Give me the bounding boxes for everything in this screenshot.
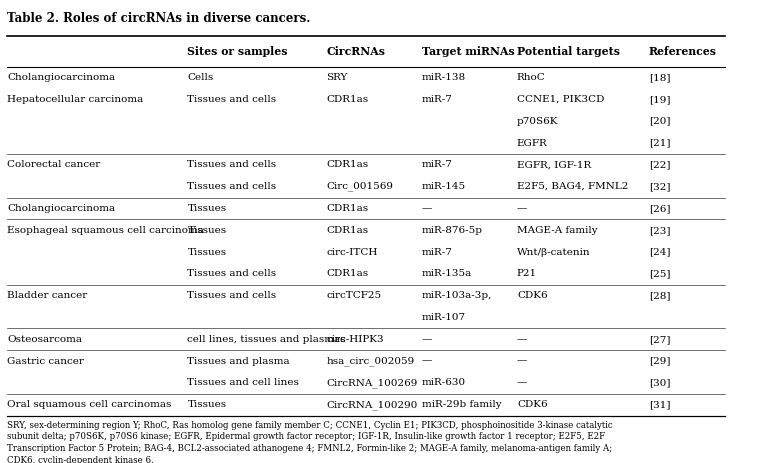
Text: [23]: [23] <box>649 226 670 235</box>
Text: Cholangiocarcinoma: Cholangiocarcinoma <box>8 204 116 213</box>
Text: Tissues and cells: Tissues and cells <box>188 182 276 191</box>
Text: CDR1as: CDR1as <box>326 226 369 235</box>
Text: EGFR: EGFR <box>517 138 547 148</box>
Text: CCNE1, PIK3CD: CCNE1, PIK3CD <box>517 95 604 104</box>
Text: [20]: [20] <box>649 117 670 125</box>
Text: miR-7: miR-7 <box>422 95 453 104</box>
Text: Tissues: Tissues <box>188 400 226 409</box>
Text: SRY: SRY <box>326 73 348 82</box>
Text: Oral squamous cell carcinomas: Oral squamous cell carcinomas <box>8 400 172 409</box>
Text: miR-7: miR-7 <box>422 160 453 169</box>
Text: CDK6: CDK6 <box>517 291 547 300</box>
Text: circ-HIPK3: circ-HIPK3 <box>326 335 385 344</box>
Text: circ-ITCH: circ-ITCH <box>326 248 378 257</box>
Text: CDR1as: CDR1as <box>326 269 369 278</box>
Text: [25]: [25] <box>649 269 670 278</box>
Text: miR-103a-3p,: miR-103a-3p, <box>422 291 492 300</box>
Text: miR-29b family: miR-29b family <box>422 400 501 409</box>
Text: Esophageal squamous cell carcinoma: Esophageal squamous cell carcinoma <box>8 226 204 235</box>
Text: Tissues: Tissues <box>188 226 226 235</box>
Text: EGFR, IGF-1R: EGFR, IGF-1R <box>517 160 591 169</box>
Text: hsa_circ_002059: hsa_circ_002059 <box>326 357 415 366</box>
Text: [22]: [22] <box>649 160 670 169</box>
Text: miR-7: miR-7 <box>422 248 453 257</box>
Text: Tissues: Tissues <box>188 248 226 257</box>
Text: Bladder cancer: Bladder cancer <box>8 291 88 300</box>
Text: [19]: [19] <box>649 95 670 104</box>
Text: miR-145: miR-145 <box>422 182 466 191</box>
Text: Tissues and cell lines: Tissues and cell lines <box>188 378 299 388</box>
Text: Tissues and plasma: Tissues and plasma <box>188 357 290 366</box>
Text: MAGE-A family: MAGE-A family <box>517 226 597 235</box>
Text: References: References <box>649 46 717 57</box>
Text: Cholangiocarcinoma: Cholangiocarcinoma <box>8 73 116 82</box>
Text: Hepatocellular carcinoma: Hepatocellular carcinoma <box>8 95 144 104</box>
Text: [21]: [21] <box>649 138 670 148</box>
Text: Tissues: Tissues <box>188 204 226 213</box>
Text: circTCF25: circTCF25 <box>326 291 382 300</box>
Text: —: — <box>422 357 432 366</box>
Text: —: — <box>517 204 528 213</box>
Text: p70S6K: p70S6K <box>517 117 559 125</box>
Text: CircRNA_100290: CircRNA_100290 <box>326 400 418 410</box>
Text: [28]: [28] <box>649 291 670 300</box>
Text: [32]: [32] <box>649 182 670 191</box>
Text: —: — <box>517 378 528 388</box>
Text: [29]: [29] <box>649 357 670 366</box>
Text: [24]: [24] <box>649 248 670 257</box>
Text: [27]: [27] <box>649 335 670 344</box>
Text: Tissues and cells: Tissues and cells <box>188 160 276 169</box>
Text: miR-876-5p: miR-876-5p <box>422 226 483 235</box>
Text: —: — <box>422 335 432 344</box>
Text: —: — <box>517 335 528 344</box>
Text: —: — <box>422 204 432 213</box>
Text: Osteosarcoma: Osteosarcoma <box>8 335 83 344</box>
Text: CircRNA_100269: CircRNA_100269 <box>326 378 418 388</box>
Text: Tissues and cells: Tissues and cells <box>188 95 276 104</box>
Text: cell lines, tissues and plasmas: cell lines, tissues and plasmas <box>188 335 346 344</box>
Text: CDR1as: CDR1as <box>326 95 369 104</box>
Text: [26]: [26] <box>649 204 670 213</box>
Text: SRY, sex-determining region Y; RhoC, Ras homolog gene family member C; CCNE1, Cy: SRY, sex-determining region Y; RhoC, Ras… <box>8 420 613 463</box>
Text: CDR1as: CDR1as <box>326 160 369 169</box>
Text: Table 2. Roles of circRNAs in diverse cancers.: Table 2. Roles of circRNAs in diverse ca… <box>8 12 310 25</box>
Text: P21: P21 <box>517 269 537 278</box>
Text: miR-630: miR-630 <box>422 378 466 388</box>
Text: Tissues and cells: Tissues and cells <box>188 269 276 278</box>
Text: Wnt/β-catenin: Wnt/β-catenin <box>517 248 590 257</box>
Text: CDK6: CDK6 <box>517 400 547 409</box>
Text: miR-107: miR-107 <box>422 313 466 322</box>
Text: Colorectal cancer: Colorectal cancer <box>8 160 101 169</box>
Text: CircRNAs: CircRNAs <box>326 46 385 57</box>
Text: E2F5, BAG4, FMNL2: E2F5, BAG4, FMNL2 <box>517 182 628 191</box>
Text: RhoC: RhoC <box>517 73 546 82</box>
Text: [31]: [31] <box>649 400 670 409</box>
Text: miR-135a: miR-135a <box>422 269 472 278</box>
Text: [18]: [18] <box>649 73 670 82</box>
Text: Tissues and cells: Tissues and cells <box>188 291 276 300</box>
Text: miR-138: miR-138 <box>422 73 466 82</box>
Text: CDR1as: CDR1as <box>326 204 369 213</box>
Text: [30]: [30] <box>649 378 670 388</box>
Text: Sites or samples: Sites or samples <box>188 46 288 57</box>
Text: Gastric cancer: Gastric cancer <box>8 357 84 366</box>
Text: Cells: Cells <box>188 73 213 82</box>
Text: Target miRNAs: Target miRNAs <box>422 46 515 57</box>
Text: Potential targets: Potential targets <box>517 46 620 57</box>
Text: Circ_001569: Circ_001569 <box>326 182 394 192</box>
Text: —: — <box>517 357 528 366</box>
